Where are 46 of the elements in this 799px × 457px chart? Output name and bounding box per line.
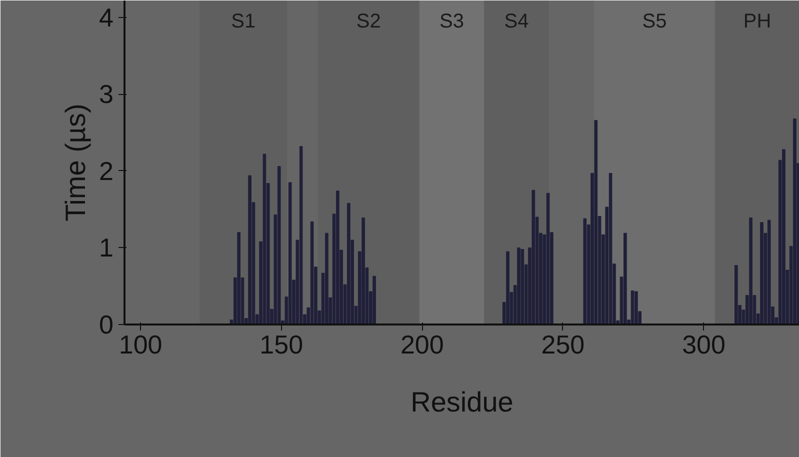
band-label: S1 — [231, 10, 256, 32]
bar — [546, 192, 550, 324]
band-label: S5 — [642, 10, 667, 32]
bar — [372, 276, 376, 324]
bar — [760, 222, 764, 324]
bar — [277, 166, 281, 324]
bar — [749, 218, 752, 324]
y-axis-title: Time (µs) — [60, 104, 92, 222]
bar — [782, 149, 786, 324]
bar — [299, 146, 303, 324]
bar — [532, 190, 536, 324]
y-tick-label: 0 — [99, 310, 114, 340]
bar — [288, 182, 292, 324]
bar — [310, 221, 314, 324]
x-tick-label: 100 — [118, 330, 162, 360]
bar — [517, 247, 520, 324]
bar — [506, 251, 510, 324]
bar — [624, 232, 627, 324]
bar — [793, 118, 796, 324]
bar — [520, 249, 524, 324]
bar — [346, 202, 350, 324]
band-label: S3 — [439, 10, 464, 32]
x-axis-title: Residue — [410, 386, 514, 418]
y-tick-label: 1 — [99, 232, 114, 263]
x-tick-label: 300 — [682, 330, 726, 360]
bar — [325, 232, 328, 324]
x-tick-label: 150 — [260, 330, 304, 360]
y-tick-label: 3 — [99, 79, 114, 110]
band-label: S4 — [504, 10, 529, 32]
bar — [362, 218, 365, 324]
x-tick-label: 250 — [541, 330, 585, 360]
bar — [262, 154, 266, 324]
bar — [237, 232, 240, 324]
x-tick-label: 200 — [400, 330, 444, 360]
band-label: S2 — [356, 10, 381, 32]
band-label: PH — [743, 10, 772, 32]
bar — [608, 173, 612, 324]
bar — [248, 175, 252, 324]
bar — [734, 265, 738, 324]
bar — [336, 190, 340, 324]
bar — [594, 120, 598, 324]
bar — [583, 218, 587, 324]
bar — [634, 291, 638, 324]
y-tick-label: 2 — [99, 156, 114, 186]
bar — [767, 220, 771, 324]
y-tick-label: 4 — [99, 2, 114, 32]
